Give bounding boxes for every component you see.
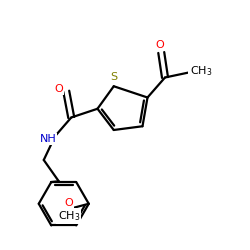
- Text: NH: NH: [40, 134, 56, 144]
- Text: CH$_3$: CH$_3$: [190, 64, 212, 78]
- Text: O: O: [64, 198, 73, 207]
- Text: O: O: [156, 40, 164, 50]
- Text: S: S: [110, 72, 117, 82]
- Text: O: O: [54, 84, 63, 94]
- Text: CH$_3$: CH$_3$: [58, 209, 80, 223]
